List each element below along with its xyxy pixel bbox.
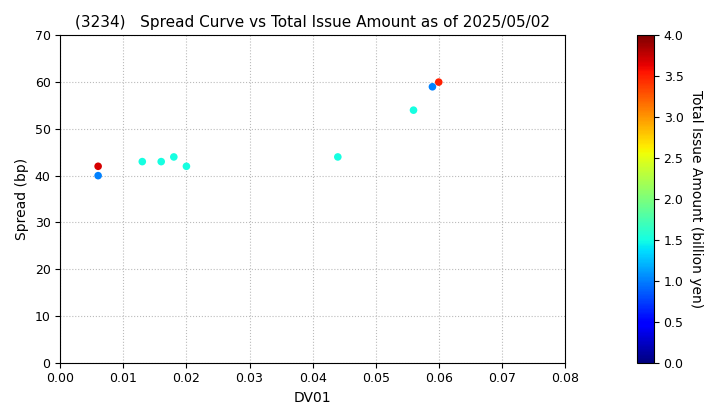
Point	[168, 154, 179, 160]
Point	[408, 107, 419, 113]
Point	[156, 158, 167, 165]
Point	[433, 79, 444, 85]
Point	[427, 84, 438, 90]
Point	[181, 163, 192, 170]
Y-axis label: Spread (bp): Spread (bp)	[15, 158, 29, 240]
Y-axis label: Total Issue Amount (billion yen): Total Issue Amount (billion yen)	[689, 90, 703, 308]
Point	[92, 163, 104, 170]
Point	[137, 158, 148, 165]
Point	[332, 154, 343, 160]
X-axis label: DV01: DV01	[294, 391, 331, 405]
Title: (3234)   Spread Curve vs Total Issue Amount as of 2025/05/02: (3234) Spread Curve vs Total Issue Amoun…	[75, 15, 550, 30]
Point	[92, 172, 104, 179]
